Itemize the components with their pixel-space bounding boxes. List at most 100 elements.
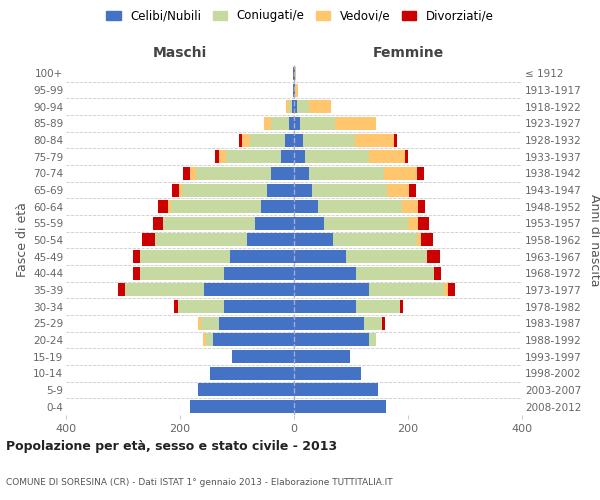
- Bar: [294, 200, 318, 213]
- Text: Maschi: Maschi: [153, 46, 207, 60]
- Bar: [271, 167, 294, 180]
- Bar: [294, 134, 302, 146]
- Bar: [294, 300, 356, 313]
- Bar: [323, 217, 408, 230]
- Bar: [388, 184, 409, 196]
- Y-axis label: Fasce di età: Fasce di età: [16, 202, 29, 278]
- Bar: [266, 184, 294, 196]
- Bar: [355, 134, 394, 146]
- Bar: [434, 267, 441, 280]
- Bar: [421, 234, 433, 246]
- Bar: [261, 200, 294, 213]
- Bar: [133, 267, 140, 280]
- Bar: [400, 300, 403, 313]
- Bar: [219, 317, 294, 330]
- Bar: [294, 217, 323, 230]
- Bar: [215, 150, 219, 163]
- Bar: [142, 234, 155, 246]
- Bar: [250, 134, 286, 146]
- Bar: [310, 100, 331, 113]
- Bar: [294, 234, 333, 246]
- Bar: [213, 334, 294, 346]
- Bar: [265, 117, 271, 130]
- Bar: [219, 150, 226, 163]
- Bar: [294, 184, 312, 196]
- Bar: [294, 400, 386, 413]
- Bar: [294, 334, 369, 346]
- Bar: [309, 167, 384, 180]
- Bar: [294, 317, 364, 330]
- Y-axis label: Anni di nascita: Anni di nascita: [588, 194, 600, 286]
- Bar: [140, 267, 224, 280]
- Bar: [294, 367, 361, 380]
- Bar: [318, 200, 403, 213]
- Bar: [295, 84, 298, 96]
- Bar: [190, 400, 294, 413]
- Bar: [302, 134, 355, 146]
- Bar: [190, 167, 196, 180]
- Bar: [289, 100, 292, 113]
- Bar: [356, 267, 434, 280]
- Bar: [255, 217, 294, 230]
- Bar: [382, 317, 385, 330]
- Bar: [404, 150, 408, 163]
- Bar: [281, 150, 294, 163]
- Bar: [346, 250, 427, 263]
- Bar: [294, 350, 350, 363]
- Bar: [408, 217, 418, 230]
- Bar: [206, 334, 213, 346]
- Bar: [409, 184, 416, 196]
- Bar: [294, 150, 305, 163]
- Bar: [224, 300, 294, 313]
- Bar: [369, 284, 445, 296]
- Bar: [163, 217, 255, 230]
- Bar: [133, 250, 140, 263]
- Bar: [247, 234, 294, 246]
- Bar: [242, 134, 250, 146]
- Bar: [294, 384, 379, 396]
- Bar: [294, 117, 300, 130]
- Bar: [294, 284, 369, 296]
- Bar: [289, 117, 294, 130]
- Bar: [182, 184, 266, 196]
- Bar: [418, 217, 428, 230]
- Bar: [445, 284, 448, 296]
- Bar: [294, 267, 356, 280]
- Bar: [224, 267, 294, 280]
- Bar: [168, 200, 171, 213]
- Text: COMUNE DI SORESINA (CR) - Dati ISTAT 1° gennaio 2013 - Elaborazione TUTTITALIA.I: COMUNE DI SORESINA (CR) - Dati ISTAT 1° …: [6, 478, 392, 487]
- Bar: [403, 200, 418, 213]
- Bar: [300, 117, 335, 130]
- Bar: [184, 167, 190, 180]
- Bar: [226, 150, 281, 163]
- Bar: [294, 100, 297, 113]
- Text: Femmine: Femmine: [373, 46, 443, 60]
- Bar: [369, 150, 404, 163]
- Bar: [179, 184, 182, 196]
- Bar: [125, 284, 204, 296]
- Bar: [171, 200, 261, 213]
- Bar: [271, 117, 289, 130]
- Bar: [369, 334, 376, 346]
- Bar: [155, 234, 247, 246]
- Bar: [174, 300, 178, 313]
- Bar: [417, 234, 421, 246]
- Bar: [178, 300, 224, 313]
- Bar: [140, 250, 230, 263]
- Bar: [196, 167, 271, 180]
- Bar: [356, 300, 400, 313]
- Bar: [297, 100, 310, 113]
- Bar: [335, 117, 376, 130]
- Bar: [232, 350, 294, 363]
- Bar: [294, 167, 309, 180]
- Bar: [172, 184, 179, 196]
- Bar: [417, 167, 424, 180]
- Bar: [294, 250, 346, 263]
- Bar: [295, 67, 296, 80]
- Bar: [312, 184, 388, 196]
- Bar: [427, 250, 440, 263]
- Bar: [239, 134, 242, 146]
- Bar: [203, 334, 206, 346]
- Bar: [200, 317, 219, 330]
- Bar: [152, 217, 163, 230]
